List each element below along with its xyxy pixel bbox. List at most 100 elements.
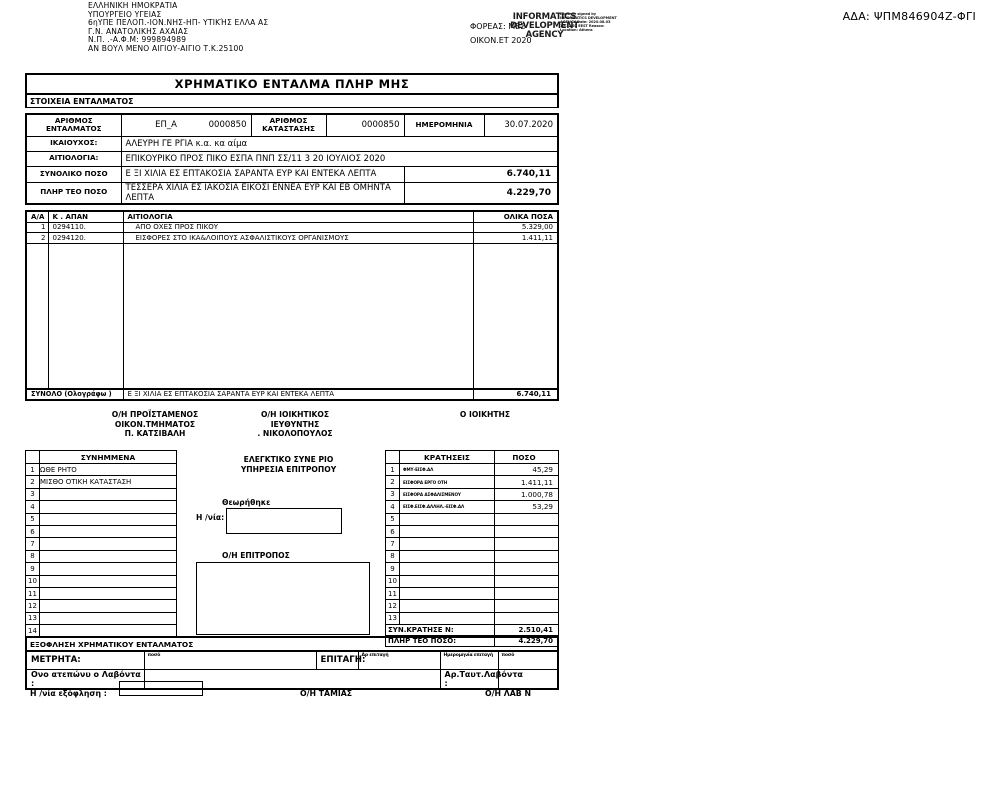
total-amount-label: ΣΥΝΟΛΙΚΟ ΠΟΣΟ xyxy=(25,165,122,183)
deduction-name: ΕΙΣΦΟΡΑ ΑΣΦΑΛΙΣΜΕΝΟΥ xyxy=(399,487,495,502)
entalma-sheet: ΧΡΗΜΑΤΙΚΟ ΕΝΤΑΛΜΑ ΠΛΗΡ ΜΗΣ ΣΤΟΙΧΕΙΑ ΕΝΤΑ… xyxy=(25,73,559,401)
page-title: ΧΡΗΜΑΤΙΚΟ ΕΝΤΑΛΜΑ ΠΛΗΡ ΜΗΣ xyxy=(25,73,559,95)
deduction-amount xyxy=(494,549,559,564)
attachment-text xyxy=(39,599,177,613)
signature-prostamenos: Ο/Η ΠΡΟΪΣΤΑΜΕΝΟΣ ΟΙΚΟΝ.ΤΜΗΜΑΤΟΣ Π. ΚΑΤΣΙ… xyxy=(111,410,199,438)
deduction-name: ΕΙΣΦΟΡΑ ΕΡΓΟ ΟΤΗ xyxy=(399,475,495,489)
list-item: 10 xyxy=(25,574,177,588)
deductions-header-name: ΚΡΑΤΗΣΕΙΣ xyxy=(399,450,495,464)
table-row: 6 xyxy=(385,524,559,539)
total-amount-words: Ε ΞΙ ΧΙΛΙΑ ΕΣ ΕΠΤΑΚΟΣΙΑ ΣΑΡΑΝΤΑ ΕΥΡ ΚΑΙ … xyxy=(120,165,405,183)
list-item: 7 xyxy=(25,537,177,551)
deduction-amount xyxy=(494,586,559,601)
table-row: 10 xyxy=(385,574,559,588)
attachment-text: ΜΙΣΘΟ ΟΤΙΚΗ ΚΑΤΑΣΤΑΣΗ xyxy=(39,475,177,489)
deduction-amount: 45,29 xyxy=(494,462,559,477)
katastasi-number: 0000850 xyxy=(325,113,405,137)
stamp-line-1: INFORMATICS xyxy=(512,12,577,22)
org-line-2: ΥΠΟΥΡΓΕΙΟ ΥΓΕΙΑΣ xyxy=(88,9,162,19)
total-amount-value: 6.740,11 xyxy=(403,165,559,183)
list-item: 6 xyxy=(25,524,177,539)
beneficiary-value: ΑΛΕΥΡΗ ΓΕ ΡΓΙΑ κ.α. κα αίμα xyxy=(120,135,559,152)
attachments-header: ΣΥΝΗΜΜΕΝΑ xyxy=(39,450,177,464)
list-item: 2 ΜΙΣΘΟ ΟΤΙΚΗ ΚΑΤΑΣΤΑΣΗ xyxy=(25,475,177,489)
settlement-date-label: Η /νία εξόφληση : xyxy=(30,689,107,698)
attachment-text xyxy=(39,524,177,539)
table-row: 5 xyxy=(385,512,559,526)
deductions-table: ΚΡΑΤΗΣΕΙΣ ΠΟΣΟ 1 ΦΜΥ-ΕΙΣΦ.ΑΛ 45,29 2 ΕΙΣΦΟΡΑ… xyxy=(385,450,559,648)
cheque-label: ΕΠΙΤΑΓΗ: xyxy=(315,650,365,670)
ada-code: ΑΔΑ: ΨΠΜ846904Ζ-ΦΓΙ xyxy=(842,10,976,23)
table-row: 8 xyxy=(385,549,559,564)
list-item: 11 xyxy=(25,586,177,601)
recipient-id-field[interactable] xyxy=(497,668,559,689)
detail-total-row: ΣΥΝΟΛΟ (Ολογράφω ) Ε ΞΙ ΧΙΛΙΑ ΕΣ ΕΠΤΑΚΟΣ… xyxy=(25,387,558,400)
table-row: 1 ΦΜΥ-ΕΙΣΦ.ΑΛ 45,29 xyxy=(385,462,559,477)
theorithike-box[interactable] xyxy=(226,508,342,534)
table-row: 9 xyxy=(385,562,559,576)
settlement-footer: Η /νία εξόφληση : Ο/Η ΤΑΜΙΑΣ Ο/Η ΛΑΒ Ν xyxy=(25,686,559,702)
reason-label: ΑΙΤΙΟΛΟΓΙΑ: xyxy=(25,150,122,167)
deduction-name xyxy=(399,574,495,588)
title-table: ΧΡΗΜΑΤΙΚΟ ΕΝΤΑΛΜΑ ΠΛΗΡ ΜΗΣ ΣΤΟΙΧΕΙΑ ΕΝΤΑ… xyxy=(25,73,559,108)
cheque-number-field[interactable]: Αρ επιταγή xyxy=(357,650,441,670)
table-row: 3 ΕΙΣΦΟΡΑ ΑΣΦΑΛΙΣΜΕΝΟΥ 1.000,78 xyxy=(385,487,559,502)
stamp-detail-text: Digitally signed by INFORMATICS DEVELOPM… xyxy=(560,12,617,32)
deduction-name xyxy=(399,512,495,526)
deduction-name xyxy=(399,562,495,576)
epitropos-signature-box[interactable] xyxy=(196,562,370,635)
epitropos-label: Ο/Η ΕΠΙΤΡΟΠΟΣ xyxy=(222,551,290,560)
deduction-name xyxy=(399,586,495,601)
entalma-number-label: ΑΡΙΘΜΟΣ ΕΝΤΑΛΜΑΤΟΣ xyxy=(25,113,122,137)
list-item: 12 xyxy=(25,599,177,613)
cash-amount-field[interactable]: ποσό xyxy=(143,650,317,670)
detail-table: Α/Α Κ . ΑΠΑΝ ΑΙΤΙΟΛΟΓΙΑ ΟΛΙΚΑ ΠΟΣΑ 1 029… xyxy=(25,209,559,401)
settlement-table: ΕΞΟΦΛΗΣΗ ΧΡΗΜΑΤΙΚΟΥ ΕΝΤΑΛΜΑΤΟΣ ΜΕΤΡΗΤΑ: … xyxy=(25,636,559,690)
row-kad: 0294120. xyxy=(47,232,124,243)
settlement-date-field[interactable] xyxy=(119,681,203,696)
payable-amount-label: ΠΛΗΡ ΤΕΟ ΠΟΣΟ xyxy=(25,181,122,204)
deduction-name xyxy=(399,611,495,626)
cheque-amount-field[interactable]: ποσό xyxy=(497,650,559,670)
detail-col-kad: Κ . ΑΠΑΝ xyxy=(47,210,124,223)
reason-value: ΕΠΙΚΟΥΡΙΚΟ ΠΡΟΣ ΠΙΚΟ ΕΣΠΑ ΠΝΠ ΣΣ/11 3 20… xyxy=(120,150,559,167)
deductions-sum-amount: 2.510,41 xyxy=(494,624,559,637)
detail-col-reason: ΑΙΤΙΟΛΟΓΙΑ xyxy=(122,210,474,223)
detail-total-words: Ε ΞΙ ΧΙΛΙΑ ΕΣ ΕΠΤΑΚΟΣΙΑ ΣΑΡΑΝΤΑ ΕΥΡ ΚΑΙ … xyxy=(122,387,474,400)
org-line-1: ΕΛΛΗΝΙΚΗ ΗΜΟΚΡΑΤΙΑ xyxy=(88,1,178,10)
date-value: 30.07.2020 xyxy=(483,113,559,137)
row-aa: 2 xyxy=(25,232,49,243)
attachment-text xyxy=(39,537,177,551)
info-table: ΑΡΙΘΜΟΣ ΕΝΤΑΛΜΑΤΟΣ ΕΠ_Α 0000850 ΑΡΙΘΜΟΣ … xyxy=(25,113,559,205)
deduction-amount xyxy=(494,537,559,551)
org-line-4: Γ.Ν. ΑΝΑΤΟΛΙΚΗΣ ΑΧΑΙΑΣ xyxy=(88,26,189,36)
date-label: ΗΜΕΡΟΜΗΝΙΑ xyxy=(403,113,485,137)
deduction-amount: 1.000,78 xyxy=(494,487,559,502)
entalma-number: 0000850 xyxy=(181,113,252,137)
attachment-text: ΩΘΕ ΡΗΤΟ xyxy=(39,462,177,477)
row-amount: 1.411,11 xyxy=(472,232,558,243)
deduction-amount xyxy=(494,599,559,613)
lavon-label: Ο/Η ΛΑΒ Ν xyxy=(485,689,531,698)
fiscal-year-label: ΟΙΚΟΝ.ΕΤ xyxy=(470,36,509,45)
theorithike-label: Θεωρήθηκε xyxy=(222,498,271,507)
deduction-name xyxy=(399,549,495,564)
table-row: 4 ΕΙΣΦ.ΕΙΣΦ.ΑΛΛΗΛ.-ΕΙΣΦ.ΑΛ 53,29 xyxy=(385,500,559,514)
forea-block: ΦΟΡΕΑΣ: ΜΕΣ ΟΙΚΟΝ.ΕΤ 2020 xyxy=(470,20,532,48)
deduction-name xyxy=(399,599,495,613)
deductions-sum-label: ΣΥΝ.ΚΡΑΤΗΣΕ Ν: xyxy=(385,624,495,637)
row-aa: 1 xyxy=(25,221,49,233)
row-kad: 0294110. xyxy=(47,221,124,233)
detail-col-amount: ΟΛΙΚΑ ΠΟΣΑ xyxy=(472,210,558,223)
deduction-amount xyxy=(494,524,559,539)
cheque-date-field[interactable]: Ημερομηνία επιταγή xyxy=(439,650,499,670)
table-filler xyxy=(25,242,558,389)
katastasi-number-label: ΑΡΙΘΜΟΣ ΚΑΤΑΣΤΑΣΗΣ xyxy=(250,113,327,137)
list-item: 3 xyxy=(25,487,177,502)
table-row: 12 xyxy=(385,599,559,613)
detail-total-amount: 6.740,11 xyxy=(472,387,558,400)
signature-dioikitis: Ο ΙΟΙΚΗΤΗΣ xyxy=(459,410,511,419)
forea-label: ΦΟΡΕΑΣ: xyxy=(470,22,506,31)
row-amount: 5.329,00 xyxy=(472,221,558,233)
cash-label: ΜΕΤΡΗΤΑ: xyxy=(25,650,145,670)
